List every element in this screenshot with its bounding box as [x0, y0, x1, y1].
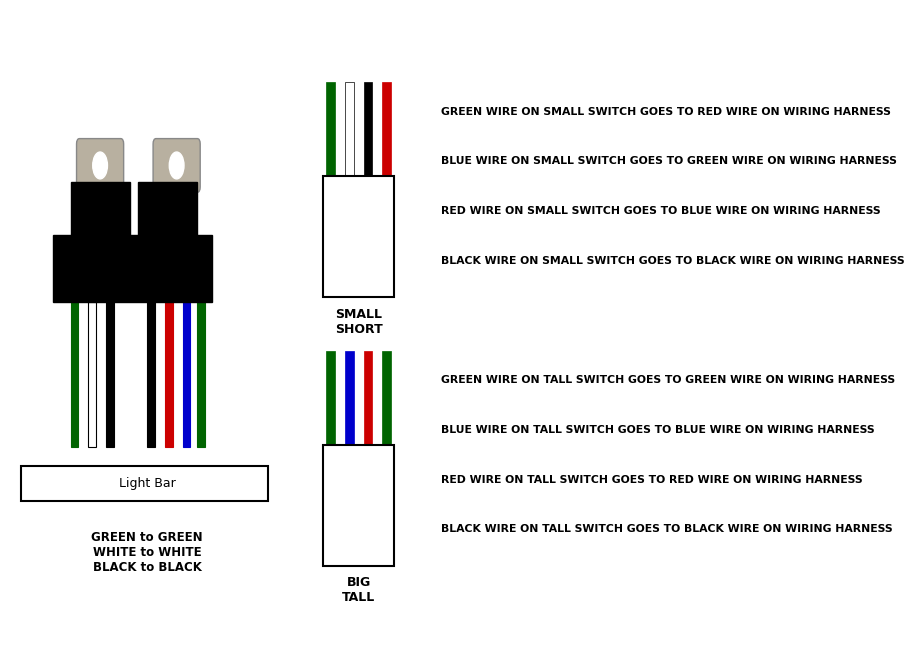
Bar [382, 82, 391, 176]
Text: BLACK WIRE ON TALL SWITCH GOES TO BLACK WIRE ON WIRING HARNESS: BLACK WIRE ON TALL SWITCH GOES TO BLACK … [441, 525, 892, 534]
Bar [20, 466, 267, 501]
Bar [147, 303, 154, 447]
Bar [197, 303, 205, 447]
Text: BLACK WIRE ON SMALL SWITCH GOES TO BLACK WIRE ON WIRING HARNESS: BLACK WIRE ON SMALL SWITCH GOES TO BLACK… [441, 256, 904, 266]
Bar [325, 351, 335, 445]
Bar [345, 82, 353, 176]
Bar [182, 303, 190, 447]
FancyBboxPatch shape [153, 139, 200, 193]
Circle shape [169, 152, 184, 179]
Text: RED WIRE ON SMALL SWITCH GOES TO BLUE WIRE ON WIRING HARNESS: RED WIRE ON SMALL SWITCH GOES TO BLUE WI… [441, 206, 880, 216]
Bar [323, 445, 394, 565]
Bar [323, 176, 394, 297]
Bar [363, 351, 372, 445]
Text: BLUE WIRE ON SMALL SWITCH GOES TO GREEN WIRE ON WIRING HARNESS: BLUE WIRE ON SMALL SWITCH GOES TO GREEN … [441, 157, 896, 166]
Bar [363, 82, 372, 176]
Text: NOTE: If "BIG" Switch configuration does not work - please try "SMALL" switch wi: NOTE: If "BIG" Switch configuration does… [31, 624, 888, 637]
Circle shape [93, 152, 108, 179]
Bar [71, 303, 78, 447]
Text: GREEN WIRE ON TALL SWITCH GOES TO GREEN WIRE ON WIRING HARNESS: GREEN WIRE ON TALL SWITCH GOES TO GREEN … [441, 375, 894, 385]
Text: Light Bar: Light Bar [119, 477, 176, 490]
Text: SMALL
SHORT: SMALL SHORT [335, 308, 382, 336]
Bar [138, 181, 197, 240]
FancyBboxPatch shape [76, 139, 123, 193]
Text: BIG
TALL: BIG TALL [342, 576, 375, 605]
Bar [88, 303, 96, 447]
Bar [382, 351, 391, 445]
Bar [325, 82, 335, 176]
Bar [106, 303, 114, 447]
Bar [165, 303, 173, 447]
Text: RED WIRE ON TALL SWITCH GOES TO RED WIRE ON WIRING HARNESS: RED WIRE ON TALL SWITCH GOES TO RED WIRE… [441, 475, 862, 485]
Text: GREEN to GREEN
WHITE to WHITE
BLACK to BLACK: GREEN to GREEN WHITE to WHITE BLACK to B… [91, 531, 203, 574]
Bar [53, 235, 211, 303]
Text: GREEN WIRE ON SMALL SWITCH GOES TO RED WIRE ON WIRING HARNESS: GREEN WIRE ON SMALL SWITCH GOES TO RED W… [441, 107, 891, 117]
Text: DUAL FUNCTION WIRE HARNESS - SMALL AND TALL SWITCH WIRING DIAGRAM: DUAL FUNCTION WIRE HARNESS - SMALL AND T… [0, 24, 919, 45]
Text: BLUE WIRE ON TALL SWITCH GOES TO BLUE WIRE ON WIRING HARNESS: BLUE WIRE ON TALL SWITCH GOES TO BLUE WI… [441, 425, 874, 435]
Bar [71, 181, 130, 240]
Bar [345, 351, 353, 445]
